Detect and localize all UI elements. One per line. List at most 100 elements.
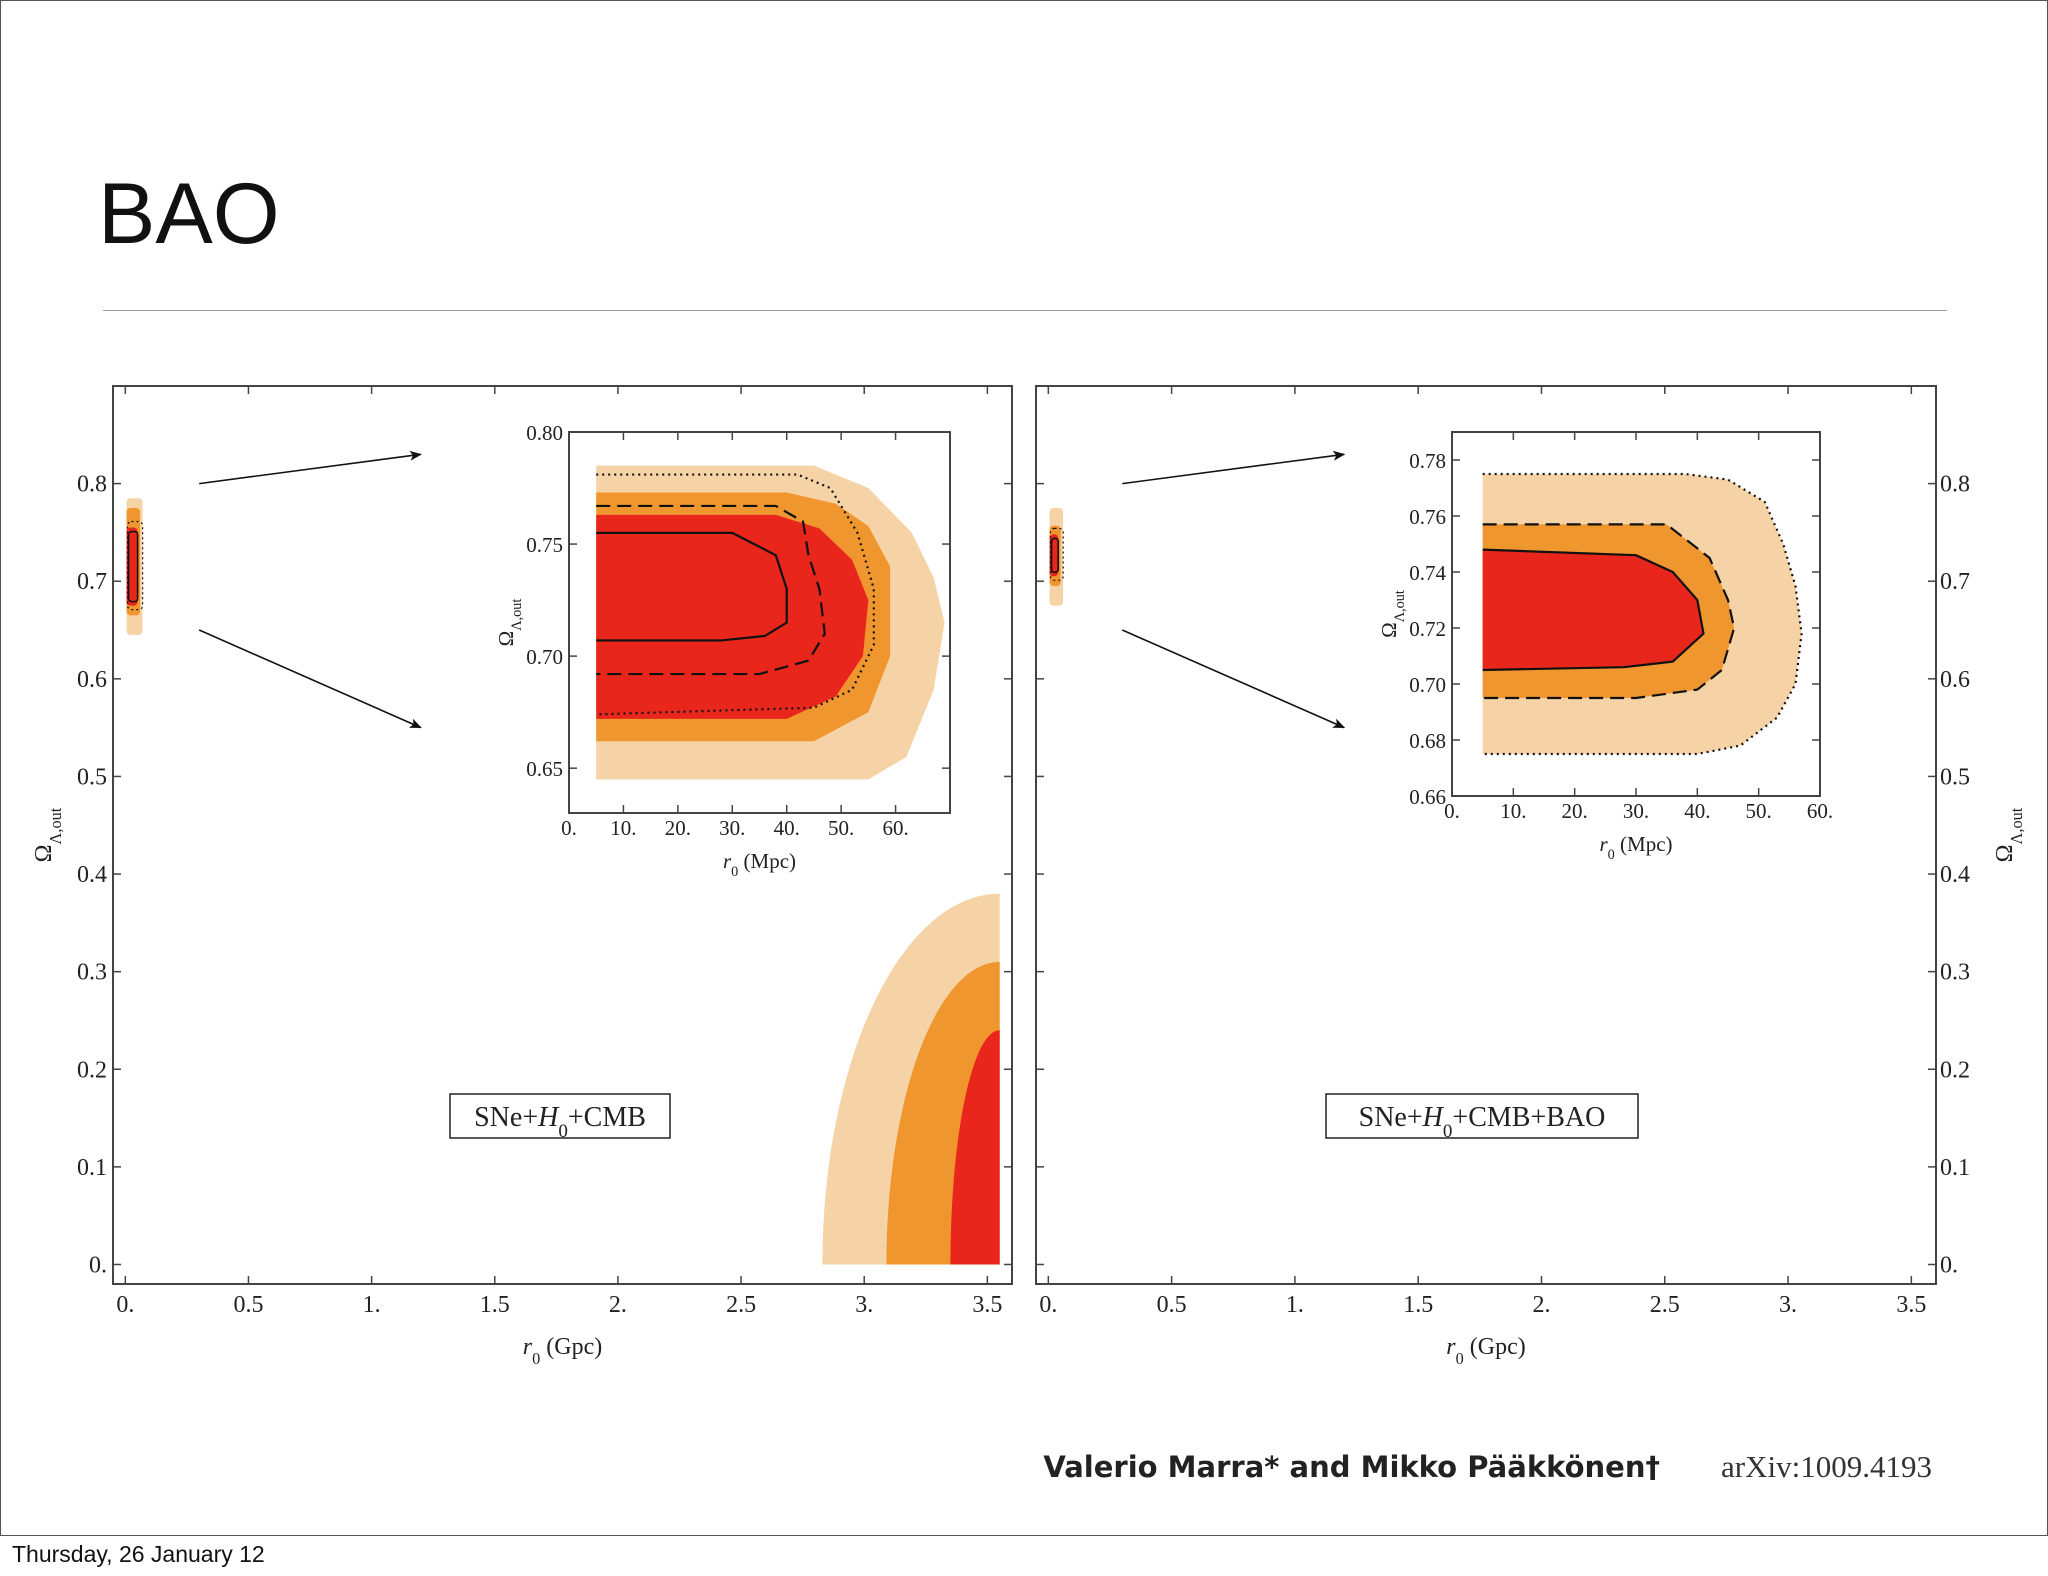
y-tick-label: 0.7 bbox=[77, 569, 107, 595]
y-tick-label: 0.3 bbox=[77, 960, 107, 986]
x-tick-label: 2. bbox=[1532, 1292, 1550, 1318]
x-tick-label: 2.5 bbox=[726, 1292, 756, 1318]
x-tick-label: 40. bbox=[1684, 799, 1710, 823]
x-tick-label: 1.5 bbox=[480, 1292, 510, 1318]
contour-line-dashed bbox=[596, 504, 826, 676]
x-axis-label-part: 0 bbox=[532, 1349, 540, 1368]
x-tick-label: 2.5 bbox=[1650, 1292, 1680, 1318]
panel-left-main: 0. 0.5 1. 1.5 2. 2.5 3. 3.50.0.10.20.30.40.50.6… bbox=[31, 385, 1013, 1368]
y-tick-label: 0.72 bbox=[1409, 617, 1446, 641]
y-tick-label: 0.5 bbox=[1940, 764, 1970, 790]
x-tick-label: 0.5 bbox=[233, 1292, 263, 1318]
y-axis-label: ΩΛ,out bbox=[1377, 590, 1408, 638]
plot-frame bbox=[112, 385, 1013, 1285]
y-axis-label-part: Ω bbox=[31, 844, 57, 862]
x-axis-label-part: r bbox=[723, 849, 732, 873]
dataset-label-part: SNe+ bbox=[1359, 1102, 1423, 1133]
contour-line-solid bbox=[127, 530, 139, 603]
x-tick-label: 1. bbox=[1286, 1292, 1304, 1318]
dataset-label: SNe+H0+CMB bbox=[474, 1102, 646, 1142]
contour-line-solid bbox=[596, 531, 788, 642]
y-axis-label-part: Ω bbox=[494, 631, 518, 647]
y-tick-label: 0.7 bbox=[1940, 569, 1970, 595]
x-tick-label: 60. bbox=[882, 816, 908, 840]
panel-right-inset: 0. 10. 20. 30. 40. 50. 60. 0.66 0.68 0.70 0.72 0.74… bbox=[1377, 431, 1833, 863]
x-tick-label: 3.5 bbox=[972, 1292, 1002, 1318]
x-tick-label: 40. bbox=[774, 816, 800, 840]
x-tick-label: 50. bbox=[828, 816, 854, 840]
y-tick-label: 0.3 bbox=[1940, 960, 1970, 986]
x-tick-label: 10. bbox=[1500, 799, 1526, 823]
x-tick-label: 3. bbox=[1779, 1292, 1797, 1318]
x-axis-label-part: (Gpc) bbox=[540, 1334, 602, 1360]
x-tick-label: 30. bbox=[1623, 799, 1649, 823]
x-tick-label: 20. bbox=[665, 816, 691, 840]
y-tick-label: 0.4 bbox=[77, 862, 107, 888]
credit-authors: Valerio Marra* and Mikko Pääkkönen† bbox=[1043, 1450, 1660, 1484]
zoom-arrow bbox=[199, 450, 422, 485]
x-axis-label-part: r bbox=[1446, 1334, 1456, 1360]
y-tick-label: 0.74 bbox=[1409, 561, 1446, 585]
dataset-label-part: 0 bbox=[558, 1121, 568, 1142]
contour-inner-region bbox=[596, 514, 869, 719]
y-axis-label-part: Ω bbox=[1992, 844, 2018, 862]
x-tick-label: 30. bbox=[719, 816, 745, 840]
y-tick-label: 0.70 bbox=[1409, 673, 1446, 697]
x-axis-label-part: (Mpc) bbox=[738, 849, 796, 873]
x-axis-label-part: (Mpc) bbox=[1615, 832, 1673, 856]
y-tick-label: 0.5 bbox=[77, 764, 107, 790]
y-tick-label: 0.78 bbox=[1409, 449, 1446, 473]
dataset-label-part: H bbox=[537, 1102, 560, 1133]
y-tick-label: 0. bbox=[1940, 1252, 1958, 1278]
contour-line-dotted bbox=[1482, 472, 1803, 756]
dataset-label-part: 0 bbox=[1443, 1121, 1453, 1142]
dataset-label-part: +CMB+BAO bbox=[1452, 1102, 1605, 1133]
x-axis-label-part: 0 bbox=[1608, 847, 1615, 863]
panel-left-inset: 0. 10. 20. 30. 40. 50. 60. 0.65 0.70 0.75 0.80 r0 (… bbox=[494, 421, 951, 880]
contour-inner-region bbox=[1482, 549, 1704, 670]
y-axis-label-part: Λ,out bbox=[46, 807, 65, 844]
dataset-label-part: H bbox=[1422, 1102, 1445, 1133]
x-tick-label: 1.5 bbox=[1403, 1292, 1433, 1318]
plot-frame bbox=[568, 431, 951, 814]
credit-arxiv: arXiv:1009.4193 bbox=[1721, 1449, 1932, 1484]
dataset-label-box bbox=[449, 1093, 671, 1139]
y-tick-label: 0.1 bbox=[1940, 1155, 1970, 1181]
y-tick-label: 0.6 bbox=[77, 667, 107, 693]
x-tick-label: 0. bbox=[1039, 1292, 1057, 1318]
y-tick-label: 0.2 bbox=[1940, 1057, 1970, 1083]
y-tick-label: 0.8 bbox=[1940, 472, 1970, 498]
y-tick-label: 0.76 bbox=[1409, 505, 1446, 529]
panel-right-main: 0. 0.5 1. 1.5 2. 2.5 3. 3.50.0.10.20.30.40.50.6… bbox=[1035, 385, 2026, 1368]
y-tick-label: 0.6 bbox=[1940, 667, 1970, 693]
x-tick-label: 1. bbox=[363, 1292, 381, 1318]
x-axis-label-part: (Gpc) bbox=[1464, 1334, 1526, 1360]
dataset-label-part: +CMB bbox=[568, 1102, 646, 1133]
y-tick-label: 0.1 bbox=[77, 1155, 107, 1181]
plot-frame bbox=[1035, 385, 1937, 1285]
contour-line-dotted bbox=[596, 473, 875, 716]
y-axis-label-part: Λ,out bbox=[509, 599, 525, 631]
y-tick-label: 0.75 bbox=[526, 533, 563, 557]
x-axis-label-part: 0 bbox=[1456, 1349, 1464, 1368]
x-axis-label: r0 (Gpc) bbox=[1446, 1334, 1525, 1368]
x-tick-label: 0.5 bbox=[1157, 1292, 1187, 1318]
y-axis-label: ΩΛ,out bbox=[1992, 807, 2026, 862]
slide-title: BAO bbox=[98, 166, 280, 262]
y-tick-label: 0.65 bbox=[526, 757, 563, 781]
x-axis-label-part: 0 bbox=[731, 864, 738, 880]
dataset-label-part: SNe+ bbox=[474, 1102, 538, 1133]
contour-inner-region bbox=[950, 1030, 1000, 1265]
x-tick-label: 0. bbox=[116, 1292, 134, 1318]
x-axis-label-part: r bbox=[523, 1334, 533, 1360]
x-axis-label: r0 (Gpc) bbox=[523, 1334, 602, 1368]
dataset-label: SNe+H0+CMB+BAO bbox=[1359, 1102, 1606, 1142]
title-divider bbox=[103, 310, 1947, 311]
contour-line-dashed bbox=[1482, 523, 1736, 700]
x-tick-label: 60. bbox=[1807, 799, 1833, 823]
x-axis-label: r0 (Mpc) bbox=[723, 849, 796, 880]
y-axis-label: ΩΛ,out bbox=[494, 599, 525, 647]
x-axis-label-part: r bbox=[1599, 832, 1608, 856]
x-tick-label: 20. bbox=[1562, 799, 1588, 823]
